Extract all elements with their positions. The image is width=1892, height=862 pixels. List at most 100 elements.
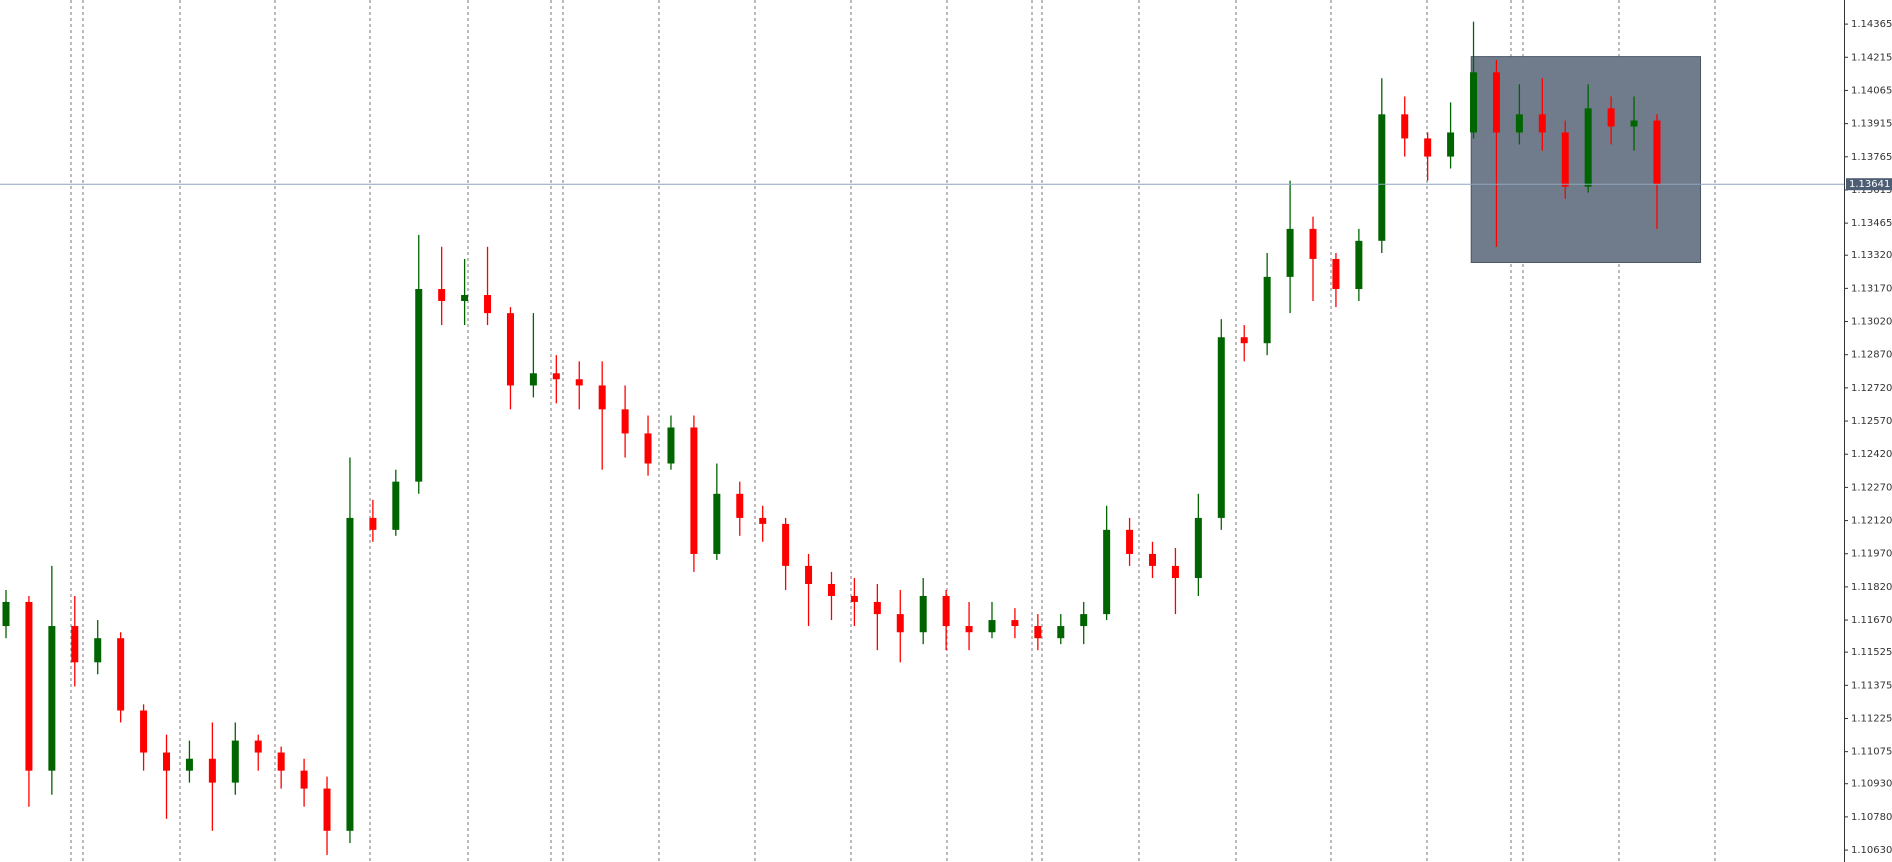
candle-body [1424, 138, 1432, 157]
candle-body [484, 294, 492, 314]
y-tick-label: 1.11970 [1851, 549, 1892, 560]
candle-body [1447, 132, 1455, 157]
candle-body [1607, 108, 1615, 127]
y-tick-label: 1.14365 [1851, 19, 1892, 30]
y-tick-label: 1.13765 [1851, 152, 1892, 163]
candle-body [254, 740, 262, 753]
candle-body [850, 595, 858, 602]
candle-body [988, 620, 996, 633]
candle-body [140, 710, 148, 753]
candle-body [873, 601, 881, 615]
candle-body [346, 517, 354, 831]
y-tick-label: 1.12870 [1851, 350, 1892, 361]
candle-body [1653, 120, 1661, 185]
y-tick-label: 1.13320 [1851, 250, 1892, 261]
y-tick-label: 1.12120 [1851, 516, 1892, 527]
candle-body [942, 595, 950, 627]
candle-body [575, 379, 583, 386]
candle-body [1355, 240, 1363, 290]
candle-body [71, 626, 79, 663]
candle-body [782, 523, 790, 566]
candle-body [552, 373, 560, 380]
candle-body [1034, 626, 1042, 639]
candle-body [1171, 565, 1179, 579]
candle-body [300, 770, 308, 789]
y-tick-label: 1.13915 [1851, 119, 1892, 130]
candle-body [598, 385, 606, 410]
candle-body [1057, 626, 1065, 639]
y-tick-label: 1.11225 [1851, 713, 1892, 724]
y-tick-label: 1.11820 [1851, 582, 1892, 593]
candle-body [277, 752, 285, 771]
candle-body [392, 481, 400, 530]
y-tick-label: 1.13020 [1851, 317, 1892, 328]
y-tick-label: 1.10780 [1851, 812, 1892, 823]
candle-body [1515, 114, 1523, 133]
y-tick-label: 1.12270 [1851, 482, 1892, 493]
candle-body [667, 427, 675, 464]
candle-body [621, 409, 629, 434]
candle-body [2, 601, 10, 627]
candle-body [1538, 114, 1546, 133]
candle-body [1584, 108, 1592, 187]
candle-body [919, 595, 927, 633]
candle-body [1217, 337, 1225, 518]
candle-body [117, 638, 125, 711]
candle-body [1378, 114, 1386, 241]
candle-body [759, 517, 767, 524]
candle-body [231, 740, 239, 783]
candle-body [369, 517, 377, 530]
y-tick-label: 1.13615 [1851, 185, 1892, 196]
candle-body [48, 626, 56, 771]
candle-body [736, 493, 744, 518]
candle-body [208, 758, 216, 783]
candle-body [1470, 72, 1478, 133]
candle-body [1149, 553, 1156, 566]
candle-body [1194, 517, 1202, 579]
y-tick-label: 1.12720 [1851, 383, 1892, 394]
y-tick-label: 1.14065 [1851, 85, 1892, 96]
candle-body [1309, 228, 1317, 259]
y-tick-label: 1.13465 [1851, 218, 1892, 229]
y-tick-label: 1.13170 [1851, 283, 1892, 294]
candle-body [965, 626, 973, 633]
candle-body [1080, 614, 1088, 627]
candle-body [506, 313, 514, 386]
candle-body [690, 427, 698, 554]
candle-body [1286, 228, 1294, 277]
y-tick-label: 1.14215 [1851, 52, 1892, 63]
y-tick-label: 1.11375 [1851, 680, 1892, 691]
candle-body [415, 289, 423, 482]
y-tick-label: 1.12420 [1851, 449, 1892, 460]
candle-body [94, 638, 102, 663]
candle-body [185, 758, 193, 771]
current-price-tag [1846, 178, 1892, 191]
y-tick-label: 1.11075 [1851, 747, 1892, 758]
candle-body [1630, 120, 1638, 127]
candle-body [25, 601, 33, 771]
y-tick-label: 1.12570 [1851, 416, 1892, 427]
candle-body [1240, 337, 1248, 344]
candle-body [713, 493, 721, 554]
candle-body [644, 433, 652, 464]
candle-body [1332, 258, 1340, 290]
candle-body [438, 289, 446, 301]
candle-body [1263, 276, 1271, 344]
y-tick-label: 1.11525 [1851, 647, 1892, 658]
candle-body [1492, 72, 1500, 133]
current-price-label: 1.13641 [1849, 179, 1890, 190]
candle-body [1401, 114, 1409, 139]
candle-body [805, 565, 813, 585]
candle-body [163, 752, 171, 771]
candle-body [896, 614, 904, 633]
candle-body [827, 584, 835, 596]
candle-body [1126, 529, 1134, 554]
candle-body [461, 294, 469, 301]
y-tick-label: 1.10930 [1851, 779, 1892, 790]
candle-body [1103, 529, 1111, 615]
candle-body [1561, 132, 1569, 187]
y-tick-label: 1.10630 [1851, 845, 1892, 856]
candle-body [1011, 620, 1019, 627]
